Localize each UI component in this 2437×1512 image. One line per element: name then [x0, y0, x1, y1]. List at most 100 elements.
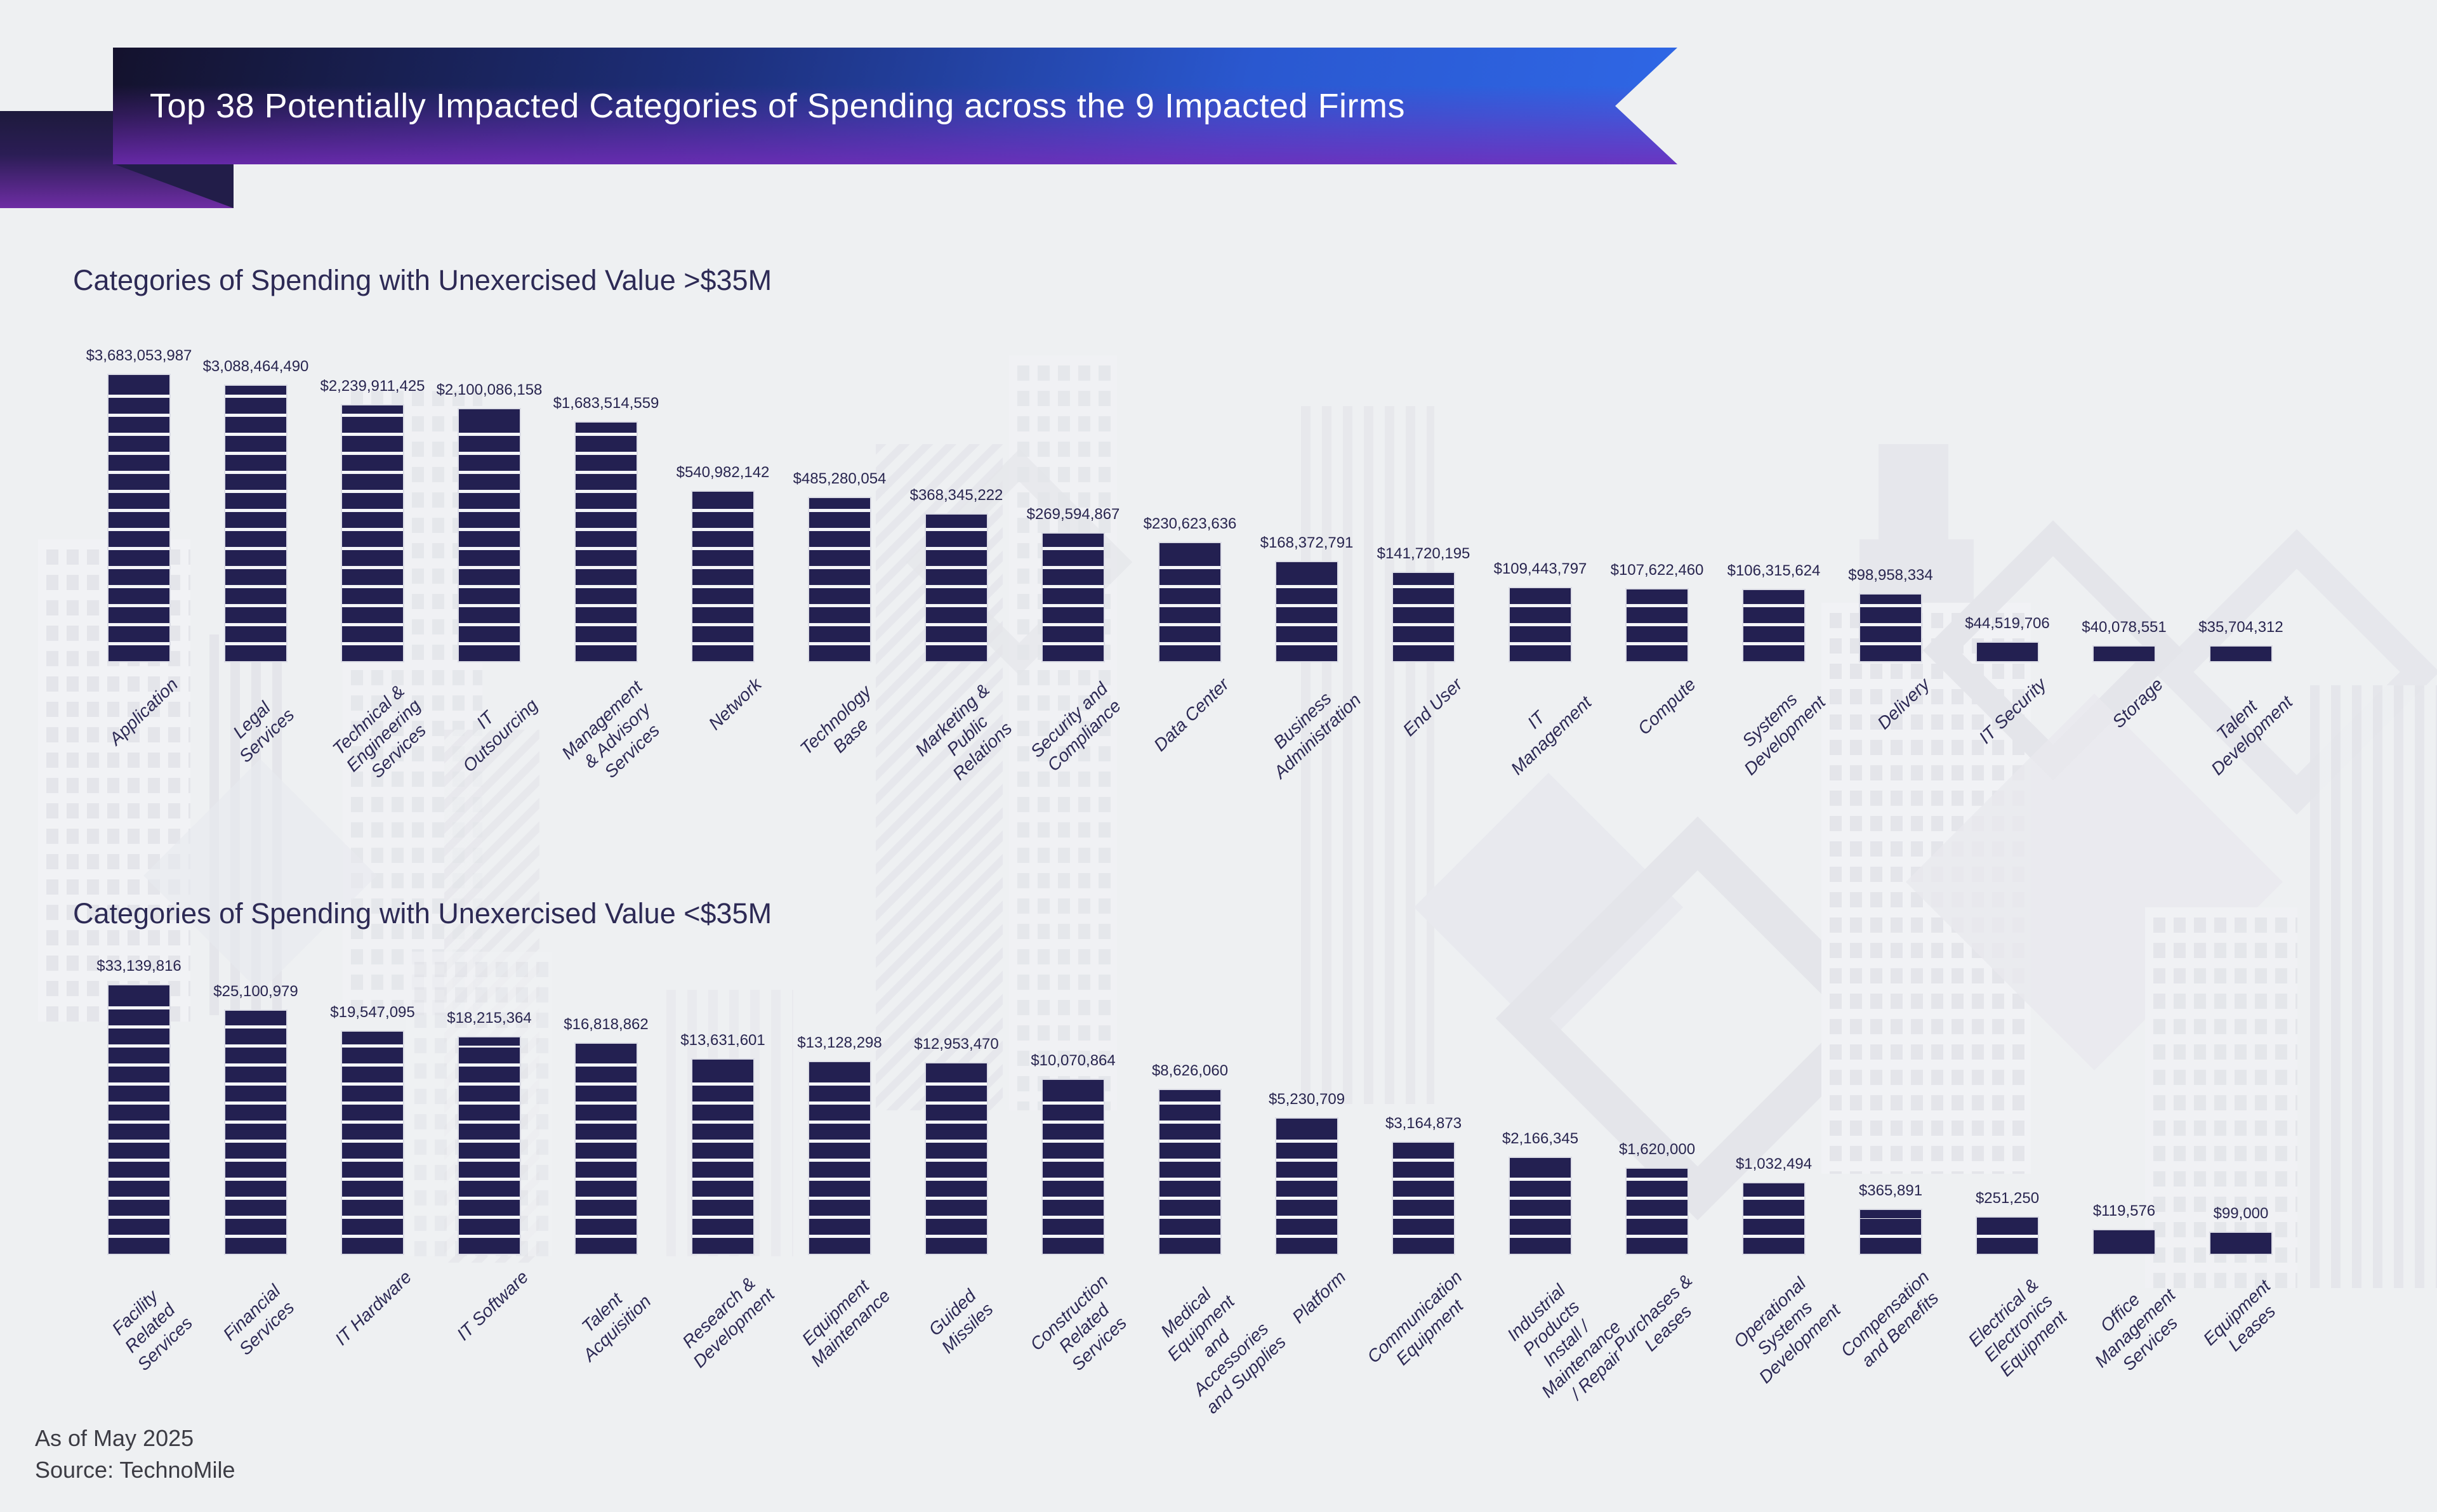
bar: [1742, 589, 1806, 662]
bar: [1275, 561, 1338, 662]
bar: [808, 497, 871, 662]
bar-value-label: $13,128,298: [797, 1034, 882, 1051]
bar-value-label: $98,958,334: [1848, 567, 1933, 584]
bar-value-label: $141,720,195: [1377, 545, 1470, 562]
bar-category-label: IT Software: [452, 1266, 532, 1344]
bar: [1859, 1209, 1922, 1255]
bar: [925, 1062, 988, 1255]
bar-group-legal-services: $3,088,464,490 Legal Services: [173, 307, 338, 766]
bar-value-label: $8,626,060: [1151, 1062, 1229, 1079]
bar: [341, 404, 404, 662]
bar-value-label: $365,891: [1858, 1182, 1923, 1199]
bar-group-office-management-services: $119,576 Office Management Services: [2042, 900, 2207, 1374]
bar-value-label: $106,315,624: [1727, 562, 1821, 579]
bar-category-label: Facility Related Services: [108, 1286, 197, 1375]
bar-value-label: $485,280,054: [793, 470, 887, 487]
bar-value-label: $109,443,797: [1493, 560, 1587, 577]
bar: [1158, 542, 1222, 662]
bar: [224, 1009, 287, 1255]
bar-value-label: $230,623,636: [1143, 515, 1237, 532]
bar-category-label: Financial Services: [219, 1280, 298, 1359]
bar-value-label: $40,078,551: [2082, 619, 2167, 636]
bar-category-label: Compute: [1634, 674, 1700, 739]
bar-value-label: $1,683,514,559: [553, 395, 659, 412]
bar: [1859, 593, 1922, 662]
chart-over-35m-plot-area: $3,683,053,987 Application $3,088,464,490 L…: [0, 307, 2437, 784]
source: Source: TechnoMile: [35, 1457, 235, 1483]
bar: [691, 1058, 755, 1255]
bar-group-management-advisory-services: $1,683,514,559 Management & Advisory Serv…: [524, 307, 689, 782]
bar-category-label: Guided Missiles: [925, 1285, 997, 1357]
bar: [925, 513, 988, 662]
bar: [1625, 588, 1689, 662]
bar-category-label: Equipment Maintenance: [798, 1276, 894, 1371]
bar-category-label: Business Administration: [1269, 688, 1364, 782]
bar: [1509, 1157, 1572, 1255]
bar-value-label: $2,166,345: [1502, 1130, 1579, 1147]
bar-category-label: Research & Development: [678, 1273, 779, 1372]
chart-over-35m: Categories of Spending with Unexercised …: [0, 259, 2437, 784]
bar-value-label: $3,683,053,987: [86, 347, 192, 364]
bar-group-medical-equipment-and-accessories-and-supplies: $8,626,060 Medical Equipment and Accessor…: [1107, 900, 1290, 1417]
bar-category-label: Data Center: [1150, 674, 1233, 755]
bar-value-label: $33,139,816: [96, 957, 182, 975]
bar-value-label: $3,088,464,490: [202, 358, 309, 375]
bar-category-label: Platform: [1288, 1266, 1350, 1327]
bar: [1392, 572, 1455, 662]
title-banner: Top 38 Potentially Impacted Categories o…: [113, 48, 1677, 164]
bar-value-label: $13,631,601: [680, 1032, 765, 1049]
bar: [1158, 1089, 1222, 1255]
bar-group-operational-systems-development: $1,032,494 Operational Systems Developmen…: [1691, 900, 1856, 1387]
bar-category-label: Compensation and Benefits: [1837, 1266, 1943, 1371]
bar-category-label: Purchases & Leases: [1609, 1270, 1696, 1355]
chart-under-35m-plot-area: $33,139,816 Facility Related Services $25,…: [0, 900, 2437, 1417]
bar-category-label: Security and Compliance: [1026, 678, 1125, 775]
bar: [341, 1030, 404, 1255]
bar-group-financial-services: $25,100,979 Financial Services: [173, 900, 338, 1359]
bar-category-label: Electrical & Electronics Equipment: [1964, 1274, 2071, 1381]
bar-value-label: $19,547,095: [330, 1004, 415, 1021]
bar: [1275, 1117, 1338, 1255]
bar-value-label: $1,032,494: [1735, 1155, 1813, 1173]
footnote: As of May 2025 Source: TechnoMile: [35, 1423, 235, 1486]
bar: [224, 385, 287, 662]
bar-category-label: Systems Development: [1738, 689, 1830, 779]
bar: [1976, 1216, 2039, 1255]
bar: [2209, 645, 2273, 662]
bar-category-label: Storage: [2108, 674, 2167, 732]
bar: [574, 1042, 638, 1255]
bar-category-label: Technical & Engineering Services: [329, 681, 430, 782]
bar-category-label: IT Security: [1975, 674, 2051, 747]
bar-category-label: Construction Related Services: [1026, 1270, 1131, 1375]
bar-category-label: Talent Acquisition: [578, 1289, 655, 1365]
bar: [458, 408, 521, 662]
bar-value-label: $1,620,000: [1618, 1141, 1696, 1158]
bar-group-electrical-electronics-equipment: $251,250 Electrical & Electronics Equipme…: [1925, 900, 2090, 1380]
bar: [1392, 1141, 1455, 1255]
bar-category-label: Talent Development: [2207, 692, 2297, 779]
bar-value-label: $119,576: [2092, 1202, 2156, 1219]
chart-under-35m: Categories of Spending with Unexercised …: [0, 888, 2437, 1417]
bar-value-label: $107,622,460: [1610, 562, 1704, 579]
bar-value-label: $269,594,867: [1026, 506, 1120, 523]
bar: [458, 1036, 521, 1255]
bar-value-label: $368,345,222: [909, 487, 1003, 504]
bar-group-data-center: $230,623,636 Data Center: [1107, 307, 1272, 755]
bar: [691, 490, 755, 662]
bar-category-label: End User: [1399, 674, 1467, 740]
bar: [1742, 1182, 1806, 1255]
bar-group-platform: $5,230,709 Platform: [1224, 900, 1389, 1327]
bar-group-equipment-leases: $99,000 Equipment Leases: [2158, 900, 2323, 1355]
bar-category-label: IT Hardware: [331, 1266, 416, 1350]
chart-over-35m-title: Categories of Spending with Unexercised …: [73, 264, 772, 296]
bar: [1976, 641, 2039, 662]
bar-value-label: $18,215,364: [447, 1009, 532, 1027]
bar-value-label: $540,982,142: [676, 464, 770, 481]
bar-value-label: $16,818,862: [564, 1016, 649, 1033]
bar-category-label: Marketing & Public Relations: [911, 680, 1016, 784]
bar: [574, 421, 638, 662]
bar-category-label: Legal Services: [229, 697, 298, 766]
bar-value-label: $99,000: [2213, 1205, 2269, 1222]
bar-value-label: $5,230,709: [1268, 1091, 1345, 1108]
